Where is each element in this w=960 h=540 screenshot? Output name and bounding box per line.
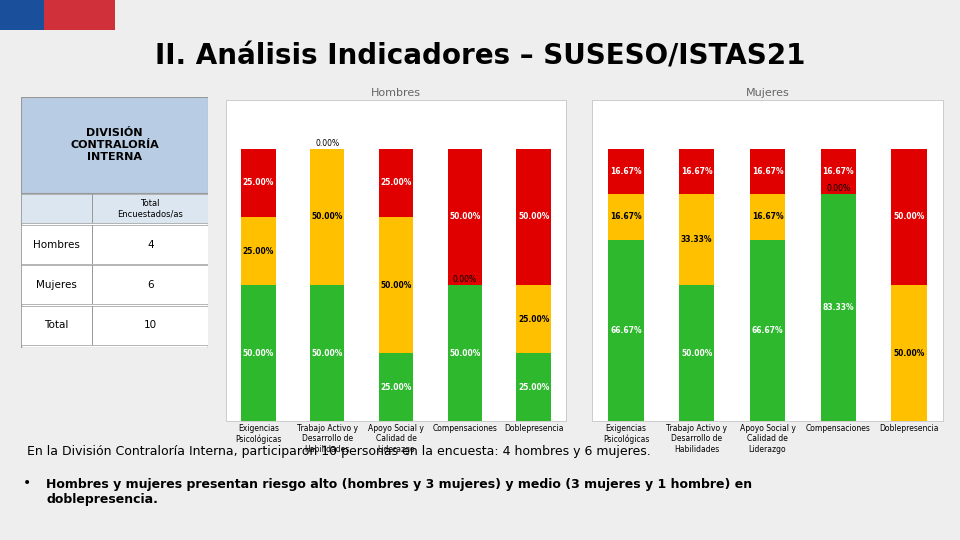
Text: 66.67%: 66.67%	[611, 326, 641, 335]
Text: 0.00%: 0.00%	[827, 184, 851, 193]
Text: 66.67%: 66.67%	[752, 326, 783, 335]
Bar	[21, 225, 208, 264]
Text: 25.00%: 25.00%	[243, 178, 274, 187]
Bar	[379, 149, 413, 217]
Bar	[21, 97, 208, 193]
Bar	[892, 285, 926, 421]
Text: •: •	[23, 476, 32, 490]
Bar	[21, 306, 208, 345]
Text: 33.33%: 33.33%	[681, 235, 712, 244]
Text: 0.00%: 0.00%	[453, 275, 477, 284]
Text: Total
Encuestados/as: Total Encuestados/as	[117, 199, 183, 218]
Bar	[447, 285, 482, 421]
Text: 25.00%: 25.00%	[380, 383, 412, 391]
Text: 16.67%: 16.67%	[823, 167, 854, 176]
Text: 6: 6	[147, 280, 154, 290]
Bar	[310, 285, 345, 421]
Bar	[241, 149, 276, 217]
Bar	[21, 194, 208, 222]
Text: Mujeres: Mujeres	[36, 280, 77, 290]
Text: 16.67%: 16.67%	[611, 167, 641, 176]
Bar	[750, 194, 785, 240]
Bar	[21, 266, 208, 305]
Text: Total: Total	[44, 320, 69, 330]
Text: 16.67%: 16.67%	[752, 167, 783, 176]
Bar	[609, 194, 643, 240]
Bar	[609, 240, 643, 421]
Text: Hombres: Hombres	[34, 240, 80, 249]
Text: 50.00%: 50.00%	[449, 212, 481, 221]
Text: 0.00%: 0.00%	[315, 139, 339, 147]
Bar	[609, 149, 643, 194]
Text: 50.00%: 50.00%	[681, 349, 712, 357]
Text: DIVISIÓN
CONTRALORÍA
INTERNA: DIVISIÓN CONTRALORÍA INTERNA	[70, 129, 159, 161]
Bar	[241, 217, 276, 285]
Text: 83.33%: 83.33%	[823, 303, 854, 312]
Bar	[679, 149, 714, 194]
Title: Hombres: Hombres	[371, 87, 421, 98]
Bar	[447, 149, 482, 285]
Text: 25.00%: 25.00%	[518, 383, 549, 391]
Text: 50.00%: 50.00%	[894, 349, 924, 357]
Bar	[241, 285, 276, 421]
Text: 25.00%: 25.00%	[518, 315, 549, 323]
Text: 16.67%: 16.67%	[752, 212, 783, 221]
Text: 10: 10	[144, 320, 156, 330]
Bar	[750, 240, 785, 421]
Text: 16.67%: 16.67%	[611, 212, 641, 221]
Text: 25.00%: 25.00%	[243, 247, 274, 255]
Text: 50.00%: 50.00%	[243, 349, 274, 357]
Text: Hombres y mujeres presentan riesgo alto (hombres y 3 mujeres) y medio (3 mujeres: Hombres y mujeres presentan riesgo alto …	[46, 478, 753, 506]
Bar	[310, 149, 345, 285]
Text: 25.00%: 25.00%	[380, 178, 412, 187]
Text: 50.00%: 50.00%	[449, 349, 481, 357]
Text: 16.67%: 16.67%	[681, 167, 712, 176]
Text: II. Análisis Indicadores – SUSESO/ISTAS21: II. Análisis Indicadores – SUSESO/ISTAS2…	[155, 43, 805, 71]
Text: 50.00%: 50.00%	[518, 212, 549, 221]
Text: 50.00%: 50.00%	[894, 212, 924, 221]
Text: 50.00%: 50.00%	[311, 212, 343, 221]
Text: 50.00%: 50.00%	[311, 349, 343, 357]
Bar	[516, 353, 551, 421]
Text: 4: 4	[147, 240, 154, 249]
Bar	[679, 285, 714, 421]
Bar	[892, 149, 926, 285]
Text: 50.00%: 50.00%	[380, 281, 412, 289]
Bar	[750, 149, 785, 194]
Bar	[516, 149, 551, 285]
Bar	[516, 285, 551, 353]
Title: Mujeres: Mujeres	[746, 87, 789, 98]
Bar	[379, 217, 413, 353]
Bar	[379, 353, 413, 421]
Bar	[821, 149, 856, 194]
Bar	[679, 194, 714, 285]
Text: En la División Contraloría Interna, participaron 10 personas en la encuesta: 4 h: En la División Contraloría Interna, part…	[27, 446, 651, 458]
Bar	[821, 194, 856, 421]
